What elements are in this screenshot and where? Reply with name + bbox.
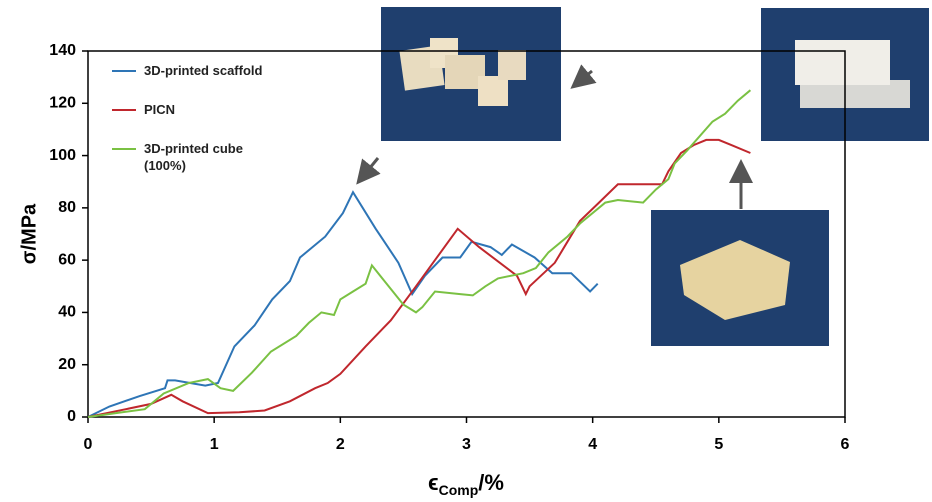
arrow bbox=[575, 71, 592, 85]
legend-label: 3D-printed scaffold bbox=[144, 62, 264, 79]
legend-item: 3D-printed cube (100%) bbox=[112, 140, 264, 174]
x-tick-label: 1 bbox=[210, 436, 219, 453]
x-tick-label: 4 bbox=[588, 436, 597, 453]
x-axis-label-unit: /% bbox=[478, 470, 504, 495]
y-tick-label: 60 bbox=[58, 251, 76, 268]
y-tick-label: 80 bbox=[58, 199, 76, 216]
legend-swatch bbox=[112, 148, 136, 150]
x-tick-label: 3 bbox=[462, 436, 471, 453]
legend-label: PICN bbox=[144, 101, 264, 118]
y-tick-label: 100 bbox=[49, 147, 76, 164]
x-axis-label: ϵComp/% bbox=[428, 470, 504, 498]
y-axis-label: σ/MPa bbox=[18, 203, 40, 264]
x-tick-label: 0 bbox=[84, 436, 93, 453]
x-tick-label: 6 bbox=[841, 436, 850, 453]
photo-scaffold bbox=[381, 7, 561, 141]
legend-swatch bbox=[112, 109, 136, 111]
legend: 3D-printed scaffold PICN 3D-printed cube (… bbox=[112, 62, 264, 196]
y-tick-label: 40 bbox=[58, 304, 76, 321]
y-tick-label: 140 bbox=[49, 42, 76, 59]
arrow bbox=[360, 158, 378, 180]
x-tick-label: 5 bbox=[714, 436, 723, 453]
x-tick-label: 2 bbox=[336, 436, 345, 453]
photo-picn bbox=[651, 210, 829, 346]
legend-label: 3D-printed cube (100%) bbox=[144, 140, 264, 174]
legend-item: PICN bbox=[112, 101, 264, 118]
x-axis-label-subscript: Comp bbox=[439, 482, 479, 498]
legend-swatch bbox=[112, 70, 136, 72]
page: {"chart_data": {"type": "line", "ylabel"… bbox=[0, 0, 932, 502]
y-tick-label: 20 bbox=[58, 356, 76, 373]
series-line bbox=[88, 192, 598, 417]
x-axis-label-symbol: ϵ bbox=[428, 470, 439, 495]
y-tick-label: 120 bbox=[49, 95, 76, 112]
legend-item: 3D-printed scaffold bbox=[112, 62, 264, 79]
y-tick-label: 0 bbox=[67, 408, 76, 425]
